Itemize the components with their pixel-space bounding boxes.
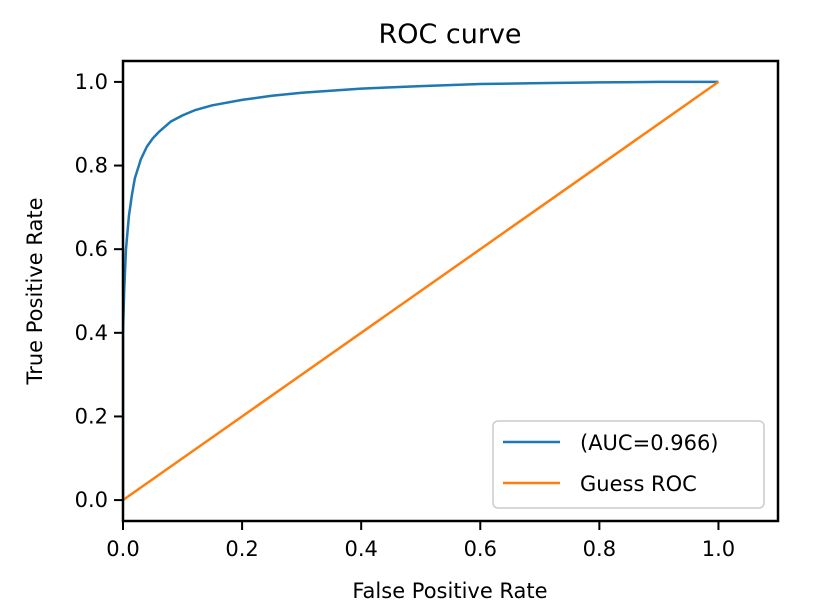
plot-frame xyxy=(121,59,780,523)
y-tick-label: 0.6 xyxy=(75,237,108,261)
x-tick-label: 0.8 xyxy=(583,537,616,561)
x-tick-label: 0.0 xyxy=(106,537,139,561)
y-tick-label: 1.0 xyxy=(75,70,108,94)
legend-label-auc: (AUC=0.966) xyxy=(580,431,719,455)
y-tick-label: 0.2 xyxy=(75,404,108,428)
plot-area xyxy=(123,80,720,502)
legend-box xyxy=(492,420,765,509)
y-tick-label: 0.0 xyxy=(75,488,108,512)
x-tick-label: 0.6 xyxy=(464,537,497,561)
x-axis-label: False Positive Rate xyxy=(352,579,547,603)
series-line-0 xyxy=(123,80,719,501)
y-tick-label: 0.4 xyxy=(75,321,108,345)
x-tick-label: 0.2 xyxy=(225,537,258,561)
x-tick-label: 1.0 xyxy=(702,537,735,561)
series-line-1 xyxy=(123,80,720,502)
legend-label-guess: Guess ROC xyxy=(580,472,697,496)
y-tick-label: 0.8 xyxy=(75,154,108,178)
chart-title: ROC curve xyxy=(378,19,521,50)
y-axis-label: True Positive Rate xyxy=(23,197,47,385)
legend: (AUC=0.966) Guess ROC xyxy=(492,420,765,509)
x-tick-label: 0.4 xyxy=(344,537,377,561)
